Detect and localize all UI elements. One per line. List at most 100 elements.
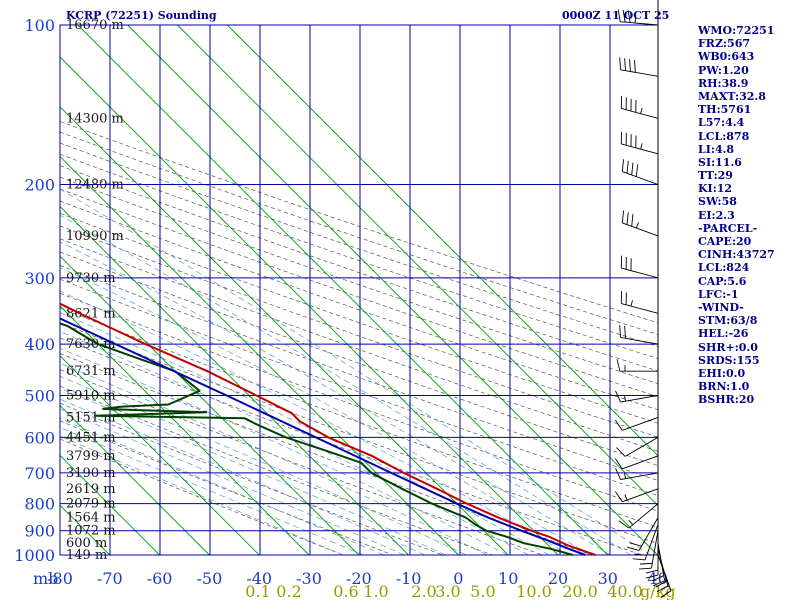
wind-barb-shaft	[644, 524, 659, 561]
wind-barb-flag	[622, 9, 626, 23]
height-label: 1564 m	[66, 511, 116, 526]
pressure-tick-label: 900	[24, 522, 55, 541]
sounding-series	[59, 302, 596, 556]
wind-barb-half-flag	[635, 222, 639, 229]
wind-profile	[614, 0, 672, 599]
pressure-tick-label: 800	[24, 495, 55, 514]
wind-barb-shaft	[657, 549, 669, 586]
wind-barb-shaft	[620, 472, 659, 480]
wind-barb-flag	[634, 553, 647, 556]
isotherms	[59, 24, 659, 556]
dry-adiabats	[59, 121, 659, 556]
chart-title: KCRP (72251) Sounding	[66, 9, 217, 22]
isotherm	[59, 106, 509, 556]
wind-barb-half-flag	[624, 494, 628, 501]
parcel-line	[59, 317, 586, 556]
stat-line: TH:5761	[698, 103, 752, 117]
height-label: 7630 m	[66, 337, 116, 352]
wind-barb-flag	[618, 520, 630, 529]
mixing-ratio-label: 0.2	[276, 582, 301, 600]
isotherm	[226, 24, 659, 457]
temperature-tick-label: -70	[97, 569, 123, 588]
dry-adiabat	[59, 165, 659, 372]
mixing-ratio-label: 2.0	[411, 582, 436, 600]
stat-line: WMO:72251	[698, 24, 775, 37]
wind-barb-shaft	[622, 222, 659, 237]
isotherm	[59, 504, 111, 556]
stat-line: EI:2.3	[698, 208, 735, 222]
isotherm	[59, 206, 409, 556]
wind-barb-half-flag	[630, 300, 633, 307]
wind-barb-flag	[615, 390, 621, 403]
moist-adiabat	[59, 375, 467, 556]
dry-adiabat	[59, 420, 394, 556]
wind-barb-flag	[614, 419, 623, 431]
mixing-ratio-label: 40.0	[607, 582, 643, 600]
pressure-tick-label: 600	[24, 428, 55, 447]
dry-adiabat	[59, 385, 493, 556]
wind-barb-flag	[616, 359, 621, 372]
height-label: 3799 m	[66, 449, 116, 464]
stat-line: HEL:-26	[698, 327, 749, 341]
wind-barb-shaft	[620, 21, 659, 26]
wind-barb-flag	[619, 325, 622, 338]
temperature-tick-label: -10	[396, 569, 422, 588]
stat-line: BRN:1.0	[698, 380, 750, 394]
stat-line: L57:4.4	[698, 116, 745, 130]
wind-barb-shaft	[638, 517, 659, 551]
temperature-tick-label: -20	[346, 569, 372, 588]
wind-barb-shaft	[621, 267, 659, 279]
wind-barb-flag	[645, 574, 659, 579]
height-label: 2619 m	[66, 482, 116, 497]
wind-barb-shaft	[621, 303, 659, 314]
wind-barb-shaft	[657, 543, 666, 581]
stat-line: BSHR:20	[698, 393, 755, 407]
chart-datetime: 0000Z 11 OCT 25	[562, 9, 670, 22]
stat-line: PW:1.20	[698, 63, 749, 77]
height-label: 10990 m	[66, 229, 124, 244]
dry-adiabat	[59, 212, 659, 424]
isotherm	[59, 305, 310, 556]
dry-adiabat	[59, 188, 659, 397]
height-label: 16670 m	[66, 18, 124, 33]
height-label: 6731 m	[66, 364, 116, 379]
wind-barb-flag	[616, 447, 626, 457]
pressure-tick-label: 100	[24, 16, 55, 35]
temperature-tick-label: -60	[147, 569, 173, 588]
wind-barb-shaft	[620, 395, 659, 403]
wind-barb-flag	[614, 491, 623, 503]
height-label: 2079 m	[66, 497, 116, 512]
dry-adiabat	[59, 142, 659, 347]
isotherm	[59, 56, 559, 556]
stat-line: EHI:0.0	[698, 366, 746, 380]
height-label: 3190 m	[66, 466, 116, 481]
stat-line: WB0:643	[698, 50, 755, 64]
pressure-tick-label: 1000	[14, 546, 55, 565]
wind-barb-half-flag	[628, 519, 634, 526]
dry-adiabat	[59, 131, 659, 335]
wind-barb-shaft	[620, 337, 659, 345]
temperature-tick-label: 20	[548, 569, 568, 588]
moist-adiabat	[59, 312, 550, 556]
stat-line: CAP:5.6	[698, 274, 747, 288]
dry-adiabat	[59, 292, 659, 512]
height-label: 4451 m	[66, 430, 116, 445]
wind-barb-flag	[652, 575, 664, 582]
stat-line: STM:63/8	[698, 314, 758, 328]
pressure-tick-label: 700	[24, 464, 55, 483]
wind-barb-shaft	[650, 530, 659, 569]
pressure-tick-label: 300	[24, 269, 55, 288]
stat-line: -WIND-	[698, 300, 744, 314]
wind-barb-flag	[653, 580, 665, 587]
moist-adiabat	[59, 408, 405, 556]
mixing-ratio-label: 0.6	[333, 582, 358, 600]
wind-barb-shaft	[621, 143, 659, 155]
moist-adiabat	[59, 435, 344, 556]
wind-barb-half-flag	[624, 472, 626, 479]
wind-barb-flag	[634, 59, 636, 73]
stat-line: SRDS:155	[698, 353, 760, 367]
wind-barb-flag	[629, 542, 642, 547]
